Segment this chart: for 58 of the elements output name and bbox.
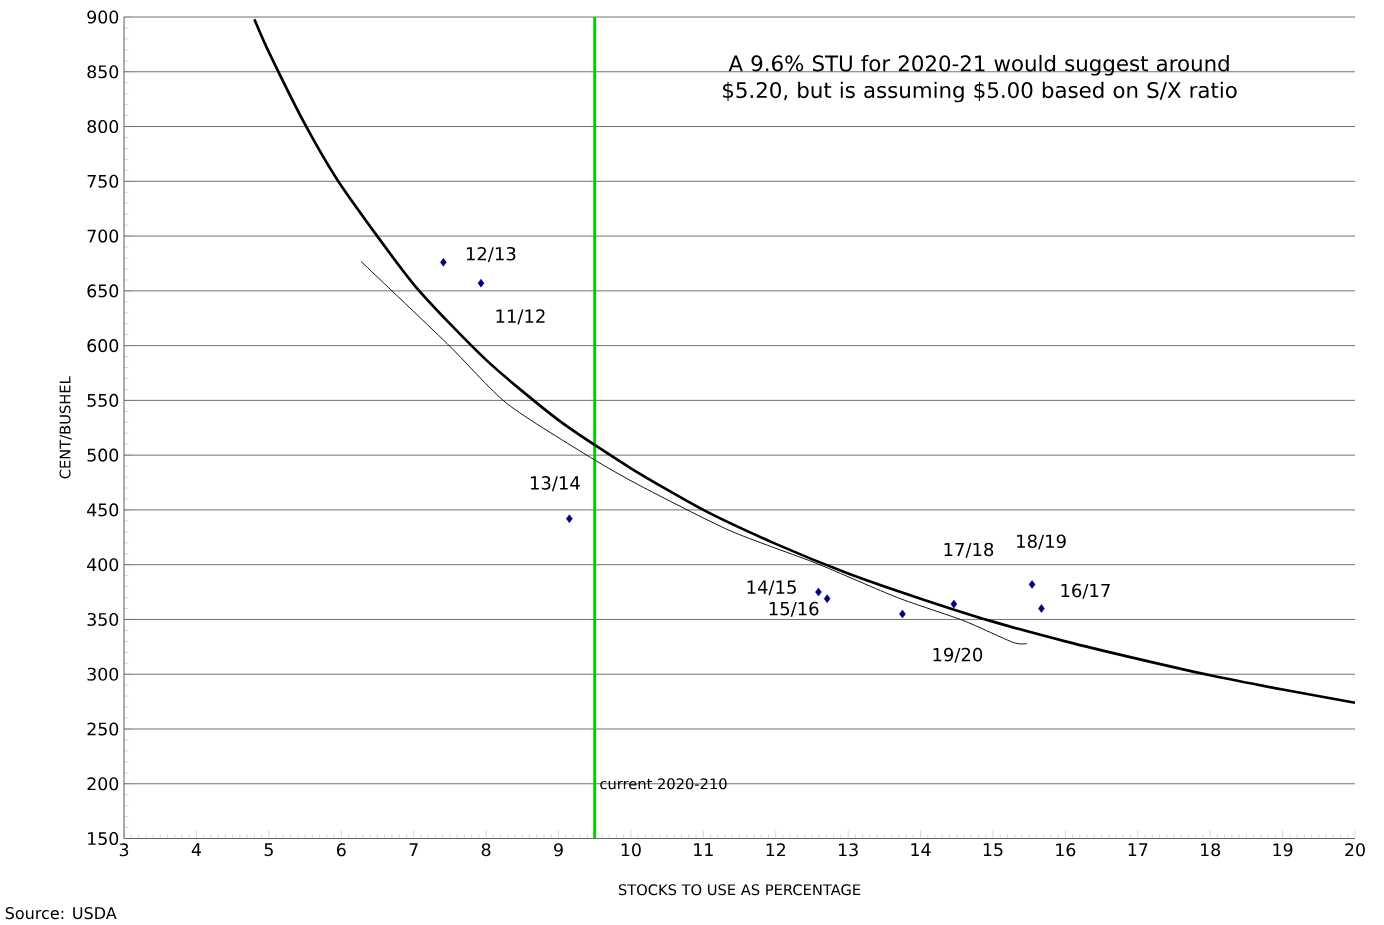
point <box>950 600 958 609</box>
point <box>440 258 447 267</box>
y-tick-label: 850 <box>87 65 119 79</box>
y-tick-label: 500 <box>87 448 119 462</box>
y-tick-label: 350 <box>87 613 119 627</box>
y-tick-label: 900 <box>87 10 119 24</box>
x-tick-label: 4 <box>191 843 201 857</box>
point <box>1038 604 1045 613</box>
ref-line-label: current 2020-210 <box>600 778 727 790</box>
y-axis-title: CENT/BUSHEL <box>59 376 72 479</box>
annotation: 16/17 <box>1061 583 1110 599</box>
x-tick-label: 12 <box>766 843 786 857</box>
annotation: A 9.6% STU for 2020-21 would suggest around $5.20, but is assuming $5.00 based on S/X ratio <box>723 55 1237 103</box>
x-tick-label: 9 <box>554 843 563 857</box>
x-tick-label: 16 <box>1056 843 1076 857</box>
x-tick-label: 18 <box>1201 843 1221 857</box>
point <box>899 609 906 619</box>
line-series <box>253 18 1357 705</box>
annotation: 13/14 <box>530 476 580 492</box>
x-tick-label: 15 <box>983 843 1003 857</box>
y-tick-label: 400 <box>87 558 119 572</box>
x-tick-label: 3 <box>119 843 129 857</box>
annotation: 18/19 <box>1017 534 1066 550</box>
x-tick-label: 7 <box>409 843 418 857</box>
annotation: 15/16 <box>769 602 819 618</box>
x-tick-label: 13 <box>839 843 858 857</box>
annotation: 19/20 <box>933 648 983 664</box>
y-tick-label: 550 <box>87 394 119 408</box>
x-tick-label: 20 <box>1345 843 1365 857</box>
y-tick-label: 800 <box>87 120 119 134</box>
x-tick-label: 11 <box>694 843 713 857</box>
annotation: 14/15 <box>747 580 796 596</box>
x-tick-label: 10 <box>621 843 641 857</box>
y-tick-label: 250 <box>87 722 119 736</box>
point <box>566 514 573 524</box>
x-tick-label: 8 <box>481 843 491 857</box>
x-tick-label: 14 <box>911 843 931 857</box>
y-tick-label: 300 <box>87 667 119 681</box>
point <box>815 588 822 597</box>
x-tick-label: 5 <box>264 843 273 857</box>
x-axis-title: STOCKS TO USE AS PERCENTAGE <box>618 884 861 896</box>
x-tick-label: 19 <box>1273 843 1293 857</box>
y-tick-label: 450 <box>87 503 119 517</box>
y-tick-label: 200 <box>87 777 119 791</box>
y-tick-label: 700 <box>87 229 119 243</box>
y-tick-label: 600 <box>87 339 119 353</box>
point <box>1028 580 1036 589</box>
x-tick-label: 17 <box>1128 843 1148 857</box>
point <box>477 279 485 288</box>
source-note: Source: USDA <box>5 907 117 920</box>
point <box>823 594 831 604</box>
annotation: 17/18 <box>944 542 994 558</box>
y-tick-label: 150 <box>88 832 119 846</box>
x-tick-label: 6 <box>336 843 346 857</box>
y-tick-label: 650 <box>87 284 119 298</box>
y-tick-label: 750 <box>87 174 119 189</box>
annotation: 12/13 <box>466 247 516 263</box>
annotation: 11/12 <box>496 309 545 325</box>
